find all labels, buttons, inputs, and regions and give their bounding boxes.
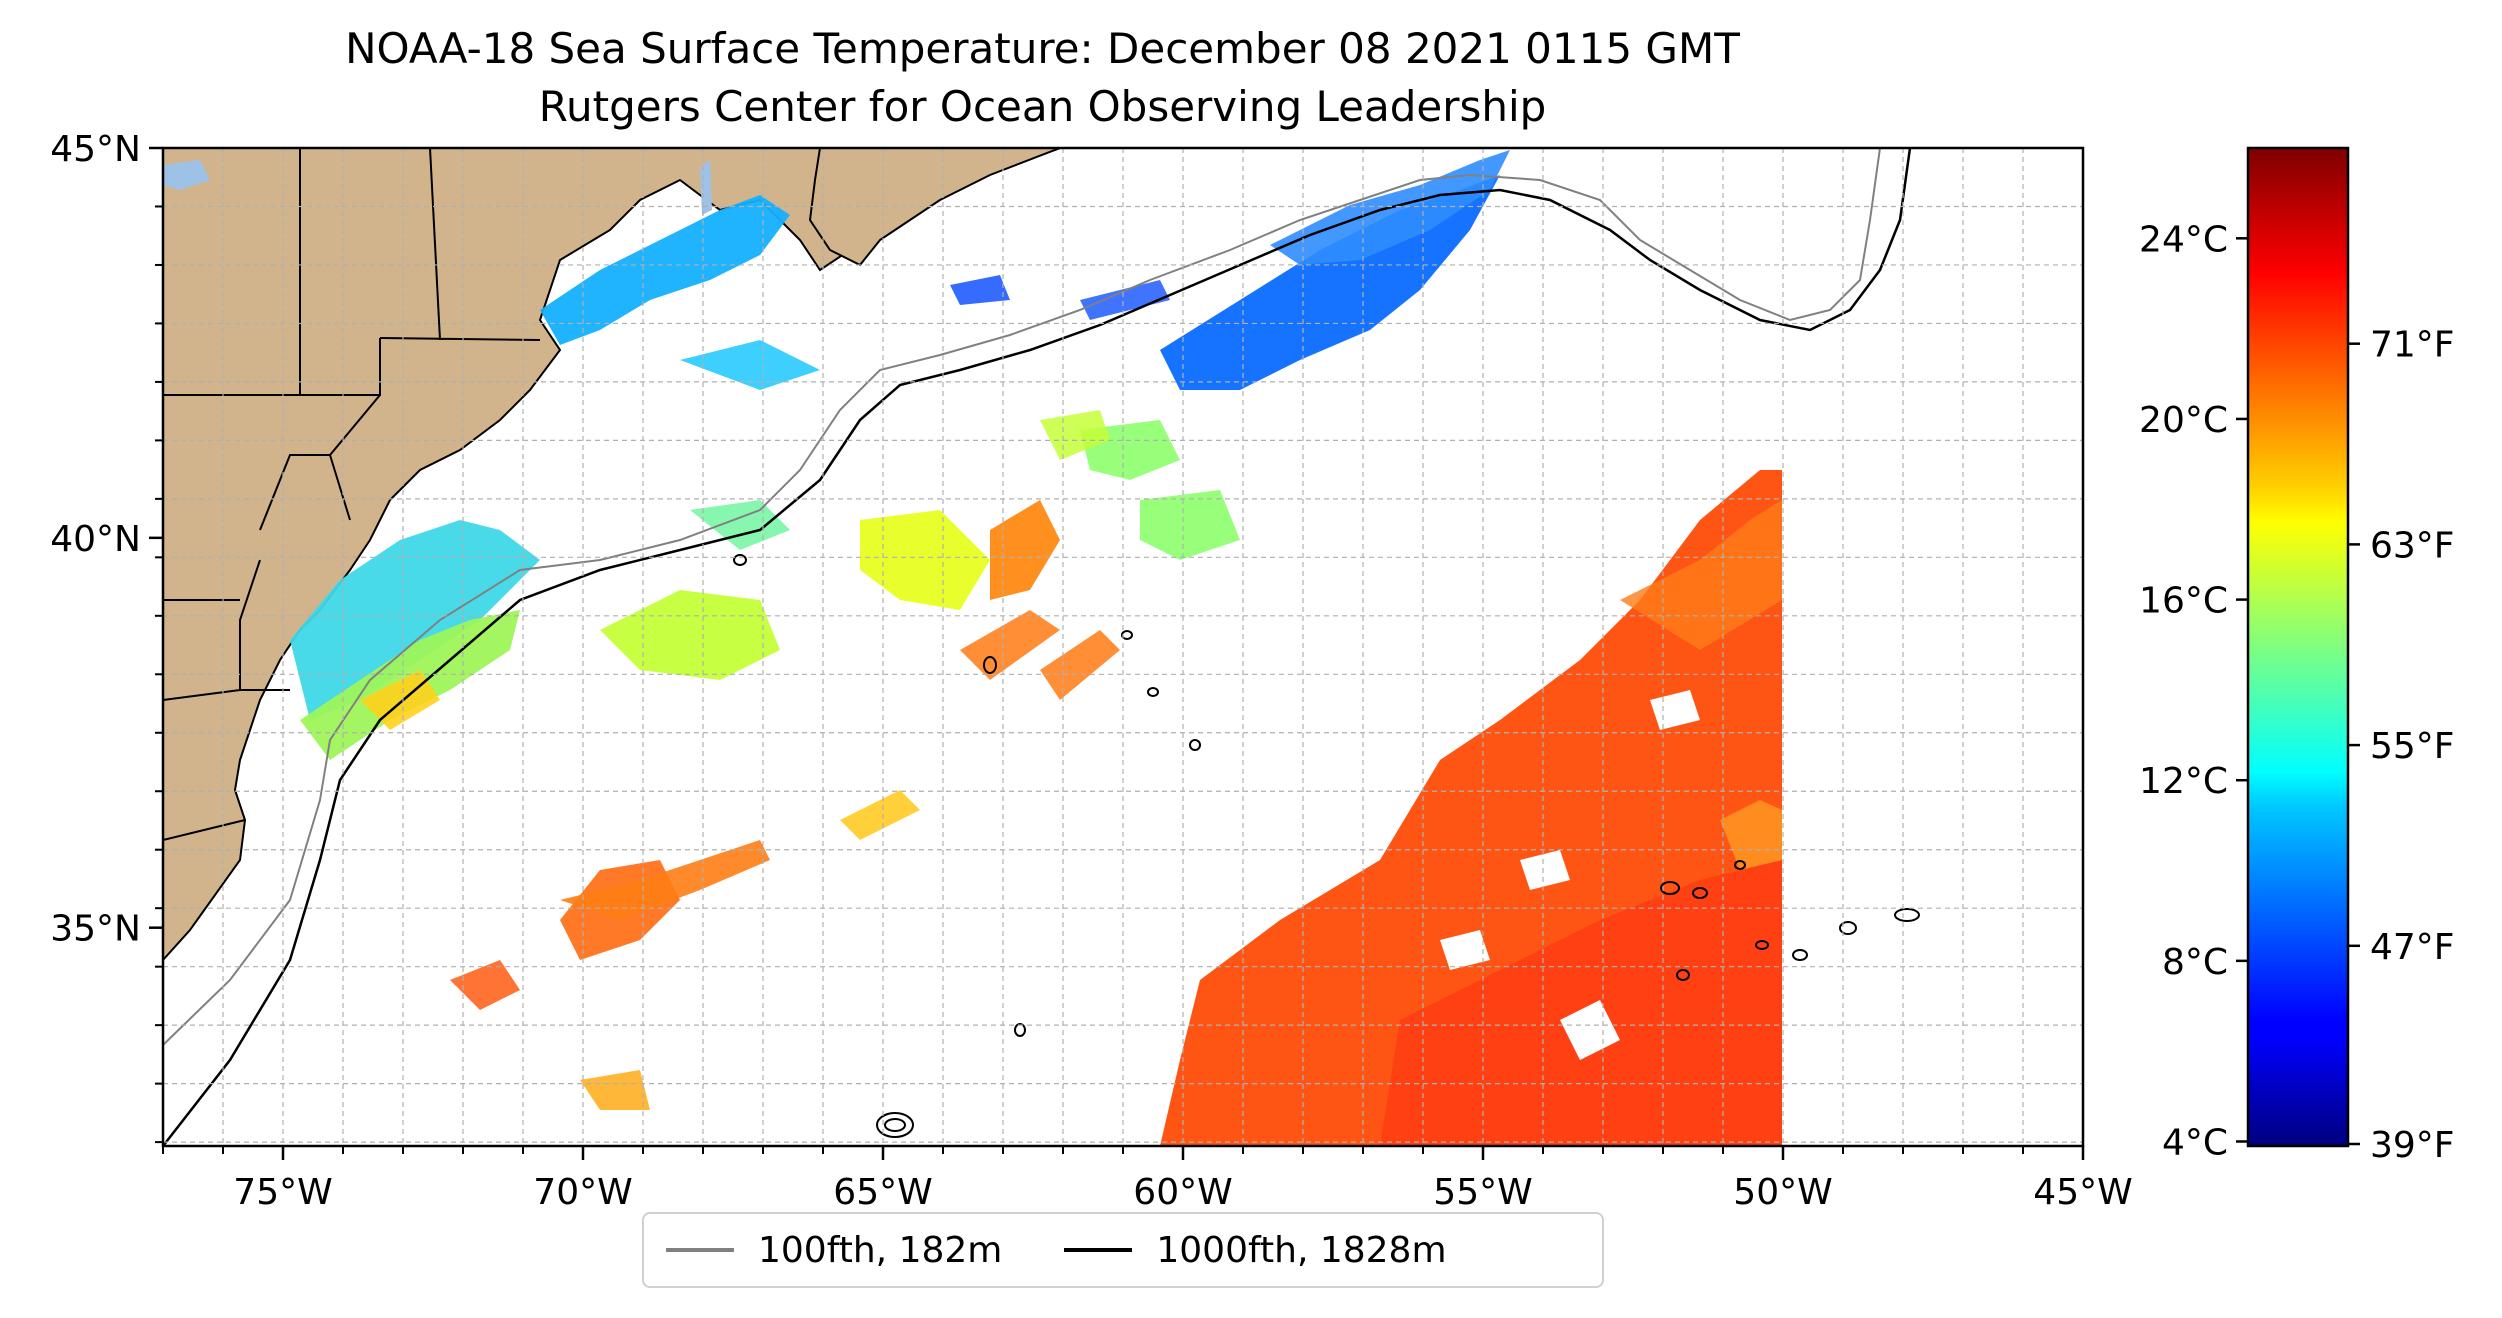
map-subtitle: Rutgers Center for Ocean Observing Leade… [538, 82, 1547, 131]
y-tick-label: 40°N [50, 519, 141, 560]
x-tick-label: 60°W [1133, 1172, 1232, 1213]
seamount-contours [733, 554, 1920, 1138]
contour-100fth [163, 148, 1881, 1046]
colorbar [2246, 146, 2350, 1148]
x-tick-label: 70°W [533, 1172, 632, 1213]
state-border [163, 148, 541, 841]
map-frame [161, 146, 2085, 1148]
celsius-tick-label: 24°C [2139, 219, 2228, 260]
sst-data [290, 150, 1782, 1146]
legend-line-black [1064, 1248, 1133, 1252]
lake [700, 160, 712, 215]
contour-legend: 100fth, 182m 1000fth, 1828m [642, 1212, 1604, 1288]
legend-label: 100fth, 182m [758, 1229, 1003, 1271]
land-mass [163, 148, 1061, 962]
x-tick-label: 65°W [833, 1172, 932, 1213]
celsius-tick-label: 16°C [2139, 581, 2228, 622]
fahrenheit-tick-label: 55°F [2370, 726, 2455, 767]
x-tick-label: 45°W [2033, 1172, 2132, 1213]
colorbar-ticks: 24°C 20°C 16°C 12°C 8°C 4°C 71°F 63°F 55°F 47°F 39… [2139, 219, 2454, 1166]
y-tick-label: 45°N [50, 129, 141, 170]
fahrenheit-tick-label: 63°F [2370, 525, 2455, 566]
map-title: NOAA-18 Sea Surface Temperature: Decembe… [345, 24, 1740, 73]
x-tick-label: 50°W [1733, 1172, 1832, 1213]
fahrenheit-tick-label: 39°F [2370, 1125, 2455, 1166]
legend-label: 1000fth, 1828m [1156, 1229, 1447, 1271]
celsius-tick-label: 4°C [2162, 1122, 2228, 1163]
legend-item-1000fth: 1000fth, 1828m [1064, 1229, 1447, 1271]
celsius-tick-label: 12°C [2139, 761, 2228, 802]
legend-item-100fth: 100fth, 182m [666, 1230, 1002, 1271]
fahrenheit-tick-label: 47°F [2370, 927, 2455, 968]
celsius-tick-label: 20°C [2139, 400, 2228, 441]
celsius-tick-label: 8°C [2162, 942, 2228, 983]
legend-line-gray [666, 1248, 734, 1252]
x-tick-label: 55°W [1433, 1172, 1532, 1213]
land-mass [808, 148, 1061, 267]
map-axes: 75°W 70°W 65°W 60°W 55°W 50°W 45°W 45°N 40°N 35°N [50, 129, 2132, 1213]
lake [163, 160, 210, 190]
y-tick-label: 35°N [50, 909, 141, 950]
fahrenheit-tick-label: 71°F [2370, 325, 2455, 366]
x-tick-label: 75°W [233, 1172, 332, 1213]
